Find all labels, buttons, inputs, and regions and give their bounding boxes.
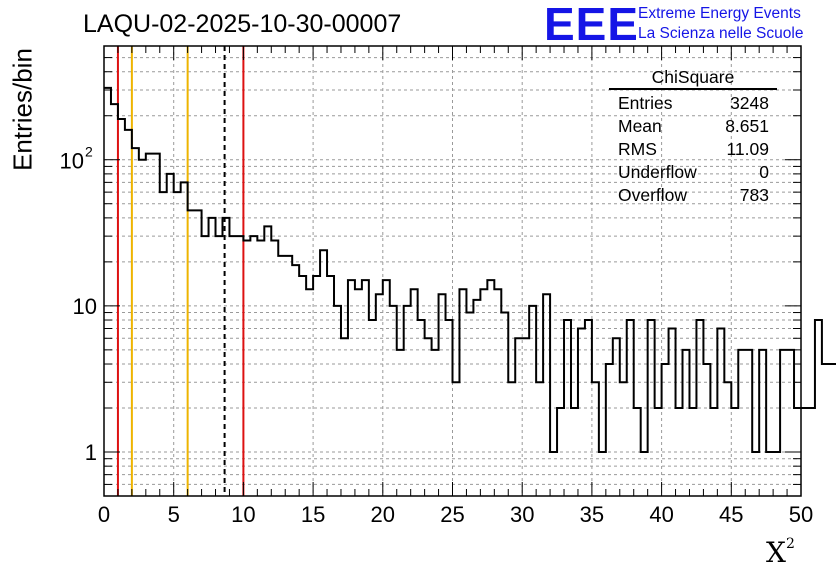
- reference-lines: [116, 46, 245, 496]
- stats-value: 3248: [730, 93, 769, 113]
- stats-value: 8.651: [725, 116, 769, 136]
- stats-title: ChiSquare: [609, 66, 777, 90]
- eee-logo: EEE: [544, 2, 636, 46]
- x-tick-label: 50: [789, 502, 813, 527]
- histogram-line: [104, 86, 836, 454]
- x-axis-label: X2: [766, 536, 795, 569]
- y-tick-label: 10: [73, 294, 97, 319]
- stats-label: Mean: [618, 116, 662, 136]
- stats-row: Entries 3248: [609, 92, 777, 115]
- x-axis-label-superscript: 2: [785, 536, 795, 552]
- logo-text: EEE: [544, 2, 636, 46]
- x-tick-label: 35: [580, 502, 604, 527]
- x-tick-label: 15: [301, 502, 325, 527]
- stats-row: Overflow 783: [609, 184, 777, 207]
- branding-line2: La Scienza nelle Scuole: [638, 25, 804, 42]
- stats-label: Overflow: [618, 185, 688, 205]
- x-tick-label: 45: [719, 502, 743, 527]
- stats-row: RMS 11.09: [609, 138, 777, 161]
- stats-value: 783: [739, 185, 769, 205]
- x-tick-label: 20: [371, 502, 395, 527]
- y-tick-label-exponent: 2: [85, 144, 93, 160]
- x-tick-label: 40: [649, 502, 673, 527]
- x-tick-label: 30: [510, 502, 534, 527]
- stats-row: Mean 8.651: [609, 115, 777, 138]
- x-tick-label: 0: [98, 502, 110, 527]
- x-axis-label-base: X: [766, 536, 786, 569]
- x-tick-label: 10: [231, 502, 255, 527]
- stats-row: Underflow 0: [609, 161, 777, 184]
- stats-value: 0: [759, 162, 769, 182]
- stats-label: Entries: [618, 93, 673, 113]
- y-tick-label: 1: [85, 440, 97, 465]
- stats-label: Underflow: [618, 162, 697, 182]
- stats-value: 11.09: [726, 139, 770, 159]
- histogram-series: [104, 86, 836, 454]
- y-axis-label: Entries/bin: [7, 48, 38, 171]
- axis-ticks: [103, 45, 802, 497]
- stats-box: ChiSquare Entries 3248 Mean 8.651 RMS 11.09…: [609, 66, 777, 207]
- stats-label: RMS: [618, 139, 657, 159]
- branding: Extreme Energy Events La Scienza nelle S…: [638, 4, 803, 44]
- branding-line1: Extreme Energy Events: [638, 5, 801, 22]
- chart-title: LAQU-02-2025-10-30-00007: [83, 10, 402, 38]
- x-tick-label: 25: [440, 502, 464, 527]
- x-tick-label: 5: [168, 502, 180, 527]
- y-tick-label: 10: [60, 149, 84, 174]
